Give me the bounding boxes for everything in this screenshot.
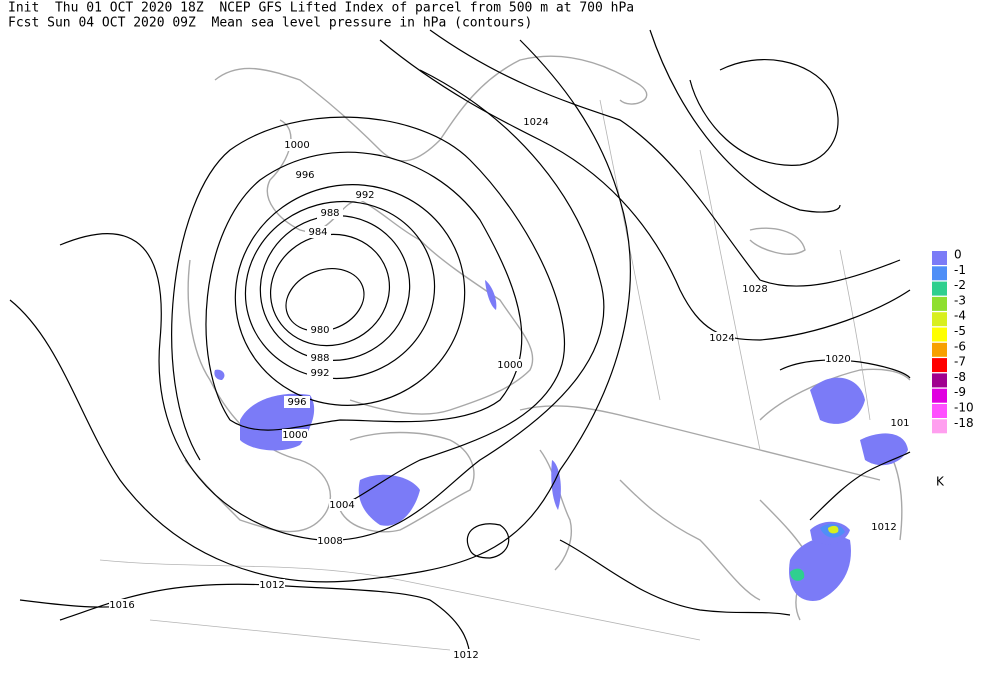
contour-label-bg — [259, 579, 285, 591]
contour-label: 1024 — [709, 333, 734, 344]
legend-label: -3 — [954, 293, 966, 307]
legend-label: -1 — [954, 263, 966, 277]
contour-label-bg — [307, 352, 333, 364]
contour-label-bg — [523, 116, 549, 128]
legend-unit: K — [936, 475, 945, 489]
legend-swatch — [932, 327, 947, 342]
legend-swatch — [932, 296, 947, 311]
contour-label: 1012 — [453, 650, 478, 661]
contour-label: 1000 — [284, 140, 309, 151]
legend-label: -5 — [954, 324, 966, 338]
contour-label: 1000 — [282, 430, 307, 441]
contour-label-bg — [497, 359, 523, 371]
contour-label-bg — [305, 226, 331, 238]
legend-swatch — [932, 342, 947, 357]
contour-label-bg — [453, 649, 479, 661]
contour-labels: 1000 996 992 988 984 980 988 992 996 1000 1004 1008… — [109, 116, 913, 661]
header-line-1: Init Thu 01 OCT 2020 18Z NCEP GFS Lifted… — [8, 1, 634, 16]
legend-label: -10 — [954, 401, 974, 415]
contour-label-bg — [352, 189, 378, 201]
contour-label-bg — [317, 535, 343, 547]
precip-areas — [214, 280, 908, 601]
contour-label-bg — [282, 429, 308, 441]
header-line-2: Fcst Sun 04 OCT 2020 09Z Mean sea level … — [8, 16, 532, 31]
contour-label: 1012 — [871, 522, 896, 533]
contour-label-bg — [871, 521, 897, 533]
legend-swatch — [932, 419, 947, 434]
legend-label: -2 — [954, 278, 966, 292]
contour-label-bg — [317, 207, 343, 219]
contour-label-bg — [109, 599, 135, 611]
legend-swatch — [932, 266, 947, 281]
legend-label: 0 — [954, 248, 962, 262]
legend-swatch — [932, 358, 947, 373]
contour-label-bg — [329, 499, 355, 511]
legend-swatch — [932, 312, 947, 327]
legend-label: -7 — [954, 355, 966, 369]
contour-label: 1000 — [497, 360, 522, 371]
contour-label-bg — [284, 396, 310, 408]
legend-label: -9 — [954, 385, 966, 399]
country-borders — [99, 99, 871, 651]
legend-label: -18 — [954, 416, 974, 430]
contour-label: 988 — [320, 208, 339, 219]
contour-label: 992 — [355, 190, 374, 201]
contour-label: 996 — [287, 397, 306, 408]
contour-label: 1004 — [329, 500, 354, 511]
contour-label-bg — [709, 332, 735, 344]
contour-label-bg — [887, 417, 913, 429]
legend-swatch — [932, 251, 947, 265]
contour-label: 101 — [890, 418, 909, 429]
contour-label: 1024 — [523, 117, 548, 128]
contour-label-bg — [742, 283, 768, 295]
contour-label-bg — [292, 169, 318, 181]
contour-label: 1020 — [825, 354, 850, 365]
contour-label: 1016 — [109, 600, 134, 611]
legend-label: -8 — [954, 370, 966, 384]
legend-label: -6 — [954, 339, 966, 353]
contour-label: 996 — [295, 170, 314, 181]
legend-swatch — [932, 404, 947, 418]
legend-label: -4 — [954, 309, 966, 323]
legend: 0-1-2-3 -4-5-6 -7-8-9 -10-18 — [932, 248, 974, 434]
legend-swatch — [932, 281, 947, 296]
contour-label-bg — [825, 353, 851, 365]
contour-label: 984 — [308, 227, 327, 238]
contour-label: 1008 — [317, 536, 342, 547]
contour-label: 1028 — [742, 284, 767, 295]
contour-label-bg — [284, 139, 310, 151]
contour-label: 1012 — [259, 580, 284, 591]
contour-label-bg — [307, 324, 333, 336]
legend-swatch — [932, 373, 947, 388]
contour-label: 992 — [310, 368, 329, 379]
contour-label: 988 — [310, 353, 329, 364]
legend-swatch — [932, 388, 947, 403]
pressure-contours — [9, 29, 911, 661]
contour-label: 980 — [310, 325, 329, 336]
contour-label-bg — [307, 367, 333, 379]
